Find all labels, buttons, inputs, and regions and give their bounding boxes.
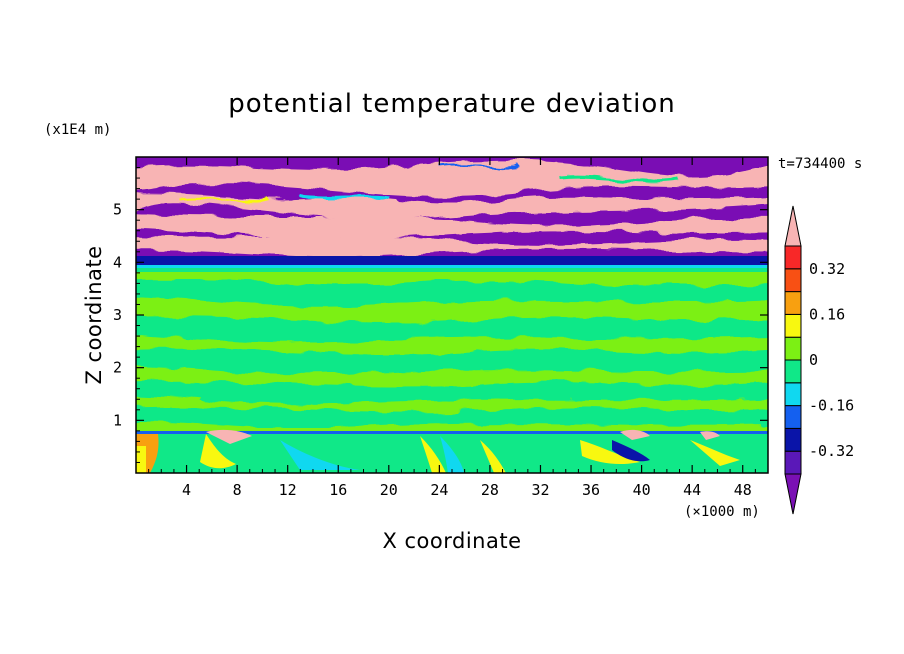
- x-tick-label: 24: [430, 481, 448, 499]
- colorbar-swatch: [784, 313, 802, 338]
- colorbar-label: 0: [809, 351, 818, 369]
- x-tick-label: 40: [633, 481, 651, 499]
- x-tick-label: 16: [329, 481, 347, 499]
- x-tick-label: 32: [531, 481, 549, 499]
- y-unit-label: (x1E4 m): [44, 122, 111, 138]
- x-tick-label: 8: [233, 481, 242, 499]
- colorbar-label: -0.16: [809, 397, 854, 415]
- chart-title: potential temperature deviation: [228, 89, 675, 119]
- y-axis-title: Z coordinate: [82, 245, 106, 384]
- colorbar-swatch: [784, 427, 802, 452]
- colorbar-swatch: [784, 336, 802, 361]
- x-tick-label: 20: [380, 481, 398, 499]
- y-axis: 1 2 3 4 5: [113, 167, 768, 463]
- colorbar-swatch: [784, 450, 802, 475]
- boundary-layer: [136, 429, 768, 473]
- colorbar-max-triangle: [784, 205, 802, 247]
- colorbar-label: 0.32: [809, 260, 845, 278]
- y-tick-label: 1: [113, 411, 122, 429]
- x-axis: 4 8 12 16 20 24 28 32 36 40 44 48: [148, 157, 756, 499]
- colorbar-swatch: [784, 405, 802, 429]
- y-tick-label: 5: [113, 201, 122, 219]
- x-tick-label: 44: [683, 481, 701, 499]
- heatmap-field: [136, 157, 768, 473]
- colorbar-min-triangle: [784, 473, 802, 515]
- colorbar-swatch: [784, 359, 802, 384]
- y-tick-label: 2: [113, 359, 122, 377]
- x-unit-label: (×1000 m): [684, 504, 760, 520]
- colorbar-swatch: [784, 382, 802, 407]
- x-axis-title: X coordinate: [382, 529, 521, 553]
- colorbar-swatch: [784, 245, 802, 270]
- colorbar-swatch: [784, 268, 802, 293]
- x-tick-label: 36: [582, 481, 600, 499]
- colorbar-label: 0.16: [809, 305, 845, 323]
- stratosphere-bands: [136, 157, 768, 262]
- y-tick-label: 4: [113, 253, 122, 271]
- x-tick-label: 48: [734, 481, 752, 499]
- colorbar-swatch: [784, 291, 802, 315]
- x-tick-label: 4: [182, 481, 191, 499]
- troposphere-patches: [136, 279, 768, 428]
- colorbar: 0.32 0.16 0 -0.16 -0.32: [784, 205, 854, 515]
- x-tick-label: 12: [279, 481, 297, 499]
- y-tick-label: 3: [113, 306, 122, 324]
- colorbar-label: -0.32: [809, 442, 854, 460]
- x-tick-label: 28: [481, 481, 499, 499]
- time-label: t=734400 s: [778, 156, 862, 172]
